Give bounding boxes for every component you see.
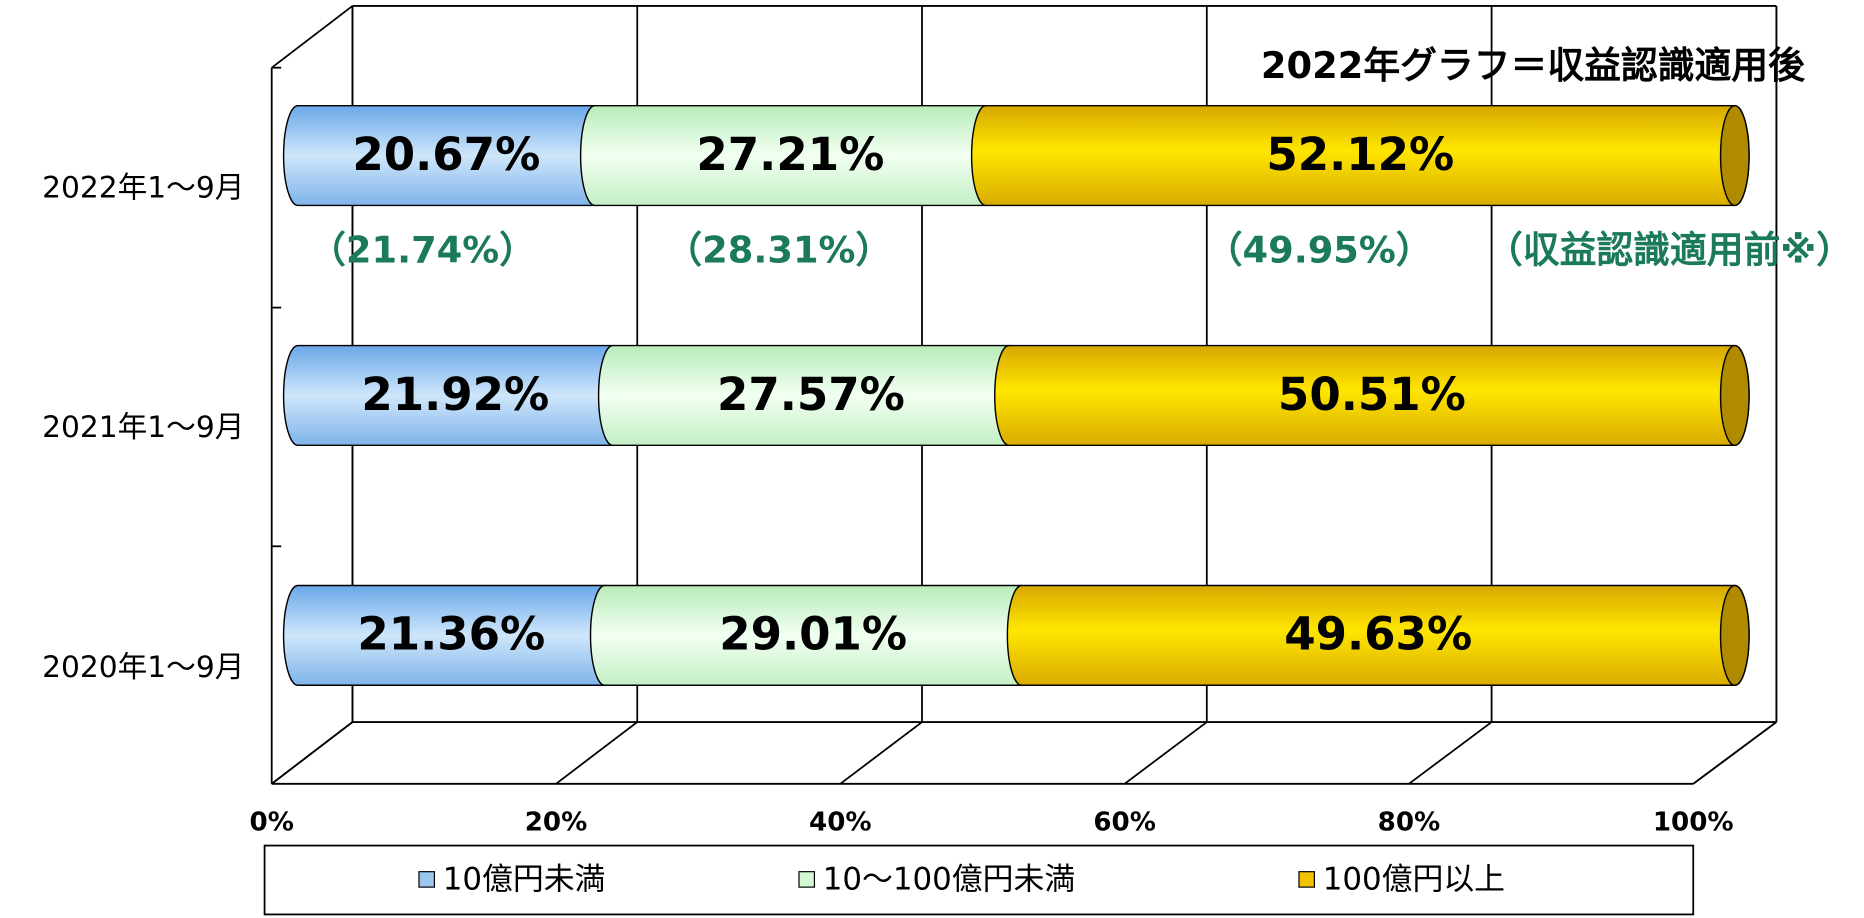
annotation: （21.74%） [309, 228, 536, 271]
legend-swatch [798, 871, 816, 888]
legend-label: 10億円未満 [443, 862, 606, 898]
x-tick-label: 100% [1653, 807, 1734, 837]
x-tick-label: 60% [1093, 807, 1156, 837]
y-tick-label: 2022年1～9月 [42, 169, 244, 204]
value-label: 29.01% [719, 608, 907, 661]
value-label: 27.21% [696, 128, 884, 181]
legend-label: 100億円以上 [1323, 862, 1505, 898]
value-label: 21.92% [361, 368, 549, 421]
value-label: 27.57% [717, 368, 905, 421]
x-tick-label: 40% [809, 807, 872, 837]
legend-swatch [418, 871, 435, 888]
annotation: （28.31%） [665, 228, 892, 271]
value-label: 21.36% [357, 608, 545, 661]
legend-label: 10～100億円未満 [823, 862, 1075, 898]
value-label: 52.12% [1266, 128, 1454, 181]
value-label: 50.51% [1278, 368, 1466, 421]
floor-grid-line [271, 721, 354, 785]
x-tick-label: 0% [250, 807, 294, 837]
value-label: 20.67% [352, 128, 540, 181]
floor-grid-line [1692, 721, 1777, 785]
legend-swatch [1298, 871, 1315, 888]
annotation: （収益認識適用前※） [1486, 228, 1853, 271]
bar-cap [1719, 104, 1750, 207]
legend-box [263, 844, 1695, 916]
floor-grid-line [1408, 721, 1493, 785]
y-tick-label: 2020年1～9月 [42, 649, 244, 684]
x-tick-label: 80% [1378, 807, 1441, 837]
floor-grid-line [1124, 721, 1208, 785]
annotation: （49.95%） [1206, 228, 1433, 271]
floor-grid-line [555, 721, 638, 785]
value-label: 49.63% [1284, 608, 1472, 661]
x-tick-label: 20% [525, 807, 588, 837]
annotation: 2022年グラフ＝収益認識適用後 [1261, 44, 1806, 87]
y-tick-label: 2021年1～9月 [42, 409, 244, 444]
bar-cap [1719, 344, 1750, 447]
bar-cap [1719, 584, 1750, 686]
floor-grid-line [839, 721, 923, 785]
